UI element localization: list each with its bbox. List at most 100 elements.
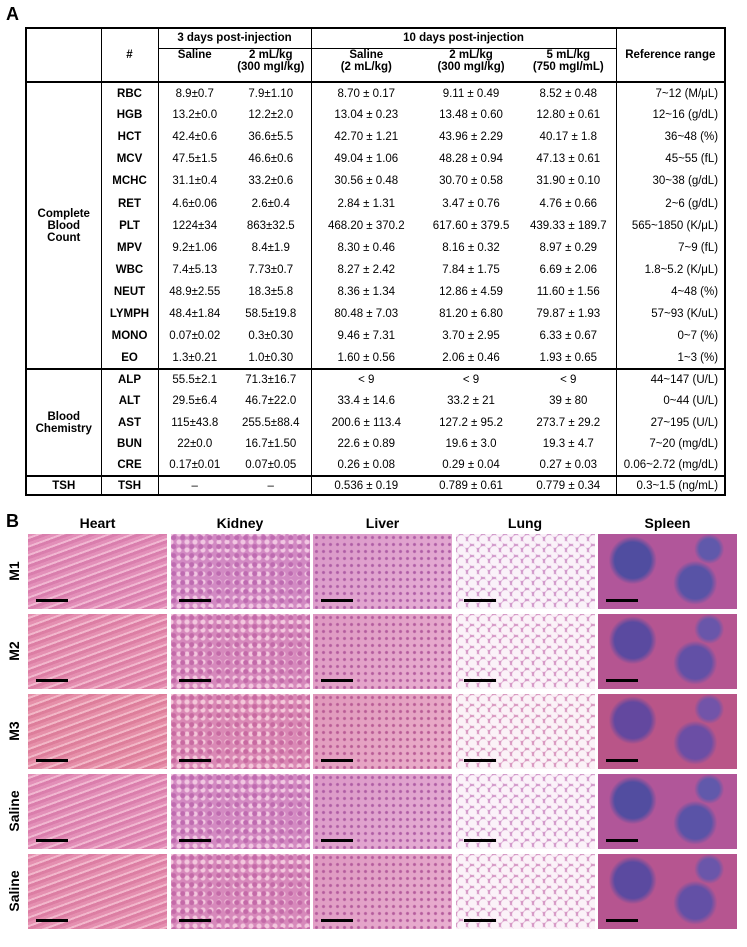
data-row: CRE 0.17±0.01 0.07±0.05 0.26 ± 0.08 0.29 ± 0… (26, 454, 726, 477)
text-line: Complete (37, 207, 90, 220)
cell: 8.70 ± 0.17 (310, 80, 422, 105)
cell: – (157, 475, 231, 496)
histology-image (598, 694, 737, 769)
cell: 18.3±5.8 (248, 285, 294, 298)
cell: 30.70 ± 0.58 (439, 175, 503, 188)
row-label: ALT (100, 390, 158, 412)
row-label: MCHC (100, 170, 158, 193)
scale-bar (606, 919, 638, 922)
histology-image (313, 774, 452, 849)
cell: 29.5±6.4 (157, 390, 231, 412)
histology-image (28, 774, 167, 849)
scale-bar (178, 759, 211, 762)
cell: 13.04 ± 0.23 (310, 104, 422, 127)
cell: 27~195 (U/L) (615, 412, 726, 434)
histology-image (28, 854, 167, 929)
cell: 863±32.5 (246, 219, 295, 232)
cell: 13.2±0.0 (157, 104, 231, 127)
cell: < 9 (310, 368, 422, 391)
cell: 8.97 ± 0.29 (539, 241, 598, 254)
scale-bar (463, 599, 496, 602)
scale-bar (321, 599, 353, 602)
histology-image (170, 534, 310, 609)
cell: 48.4±1.84 (157, 302, 231, 326)
scale-bar (321, 919, 353, 922)
histology-image (455, 854, 595, 929)
cell: 71.3±16.7 (231, 368, 312, 391)
histology-image (313, 534, 452, 609)
cell: 8.9±0.7 (157, 80, 231, 105)
data-row: LYMPH 48.4±1.84 58.5±19.8 80.48 ± 7.03 81.20… (26, 302, 726, 326)
scale-bar (606, 679, 638, 682)
scale-bar (321, 679, 353, 682)
row-label: LYMPH (100, 302, 158, 326)
histology-image (598, 614, 737, 689)
cell: 57~93 (K/uL) (615, 302, 726, 326)
column-header: Lung (507, 515, 543, 531)
scale-bar (463, 759, 496, 762)
histology-image (28, 534, 167, 609)
row-label: MCV (100, 148, 158, 171)
text-line: Chemistry (35, 422, 92, 435)
cell: 11.60 ± 1.56 (536, 285, 600, 298)
cell: 33.2±0.6 (248, 175, 294, 188)
column-header: Spleen (644, 515, 691, 531)
text-line: (2 mL/kg) (340, 60, 392, 73)
data-row: MONO 0.07±0.02 0.3±0.30 9.46 ± 7.31 3.70 ± 2… (26, 325, 726, 348)
scale-bar (463, 839, 496, 842)
cell: 47.13 ± 0.61 (536, 153, 601, 166)
histology-image (313, 854, 452, 929)
cell: 81.20 ± 6.80 (439, 307, 503, 320)
header-cell: Saline (157, 48, 231, 82)
row-label: ALP (100, 368, 158, 391)
cell: 0.27 ± 0.03 (539, 458, 598, 471)
cell: 0~7 (%) (615, 325, 726, 348)
cell: 468.20 ± 370.2 (310, 214, 422, 237)
histology-image (28, 694, 167, 769)
cell: 22±0.0 (157, 433, 231, 455)
data-row: NEUT 48.9±2.55 18.3±5.8 8.36 ± 1.34 12.86 ± … (26, 280, 726, 303)
histology-image (455, 694, 595, 769)
header-row: #3 days post-injection 10 days post-injec… (26, 28, 726, 82)
cell: 31.90 ± 0.10 (536, 175, 601, 188)
cell: 7.4±5.13 (157, 258, 231, 281)
cell: 44~147 (U/L) (615, 368, 726, 391)
row-label: Saline (6, 869, 22, 912)
data-row: AST 115±43.8 255.5±88.4 200.6 ± 113.4 127.2 … (26, 412, 726, 434)
cell: 40.17 ± 1.8 (539, 131, 598, 144)
group-name: Blood Chemistry (26, 368, 101, 477)
scale-bar (36, 759, 68, 762)
text-line: Saline (349, 48, 384, 61)
histology-image (598, 774, 737, 849)
cell: 0.536 ± 0.19 (310, 475, 422, 496)
histology-image (455, 534, 595, 609)
cell: 0.06~2.72 (mg/dL) (615, 454, 726, 477)
cell: 0~44 (U/L) (615, 390, 726, 412)
cell: 47.5±1.5 (157, 148, 231, 171)
row-label: NEUT (100, 280, 158, 303)
panel-label: A (6, 4, 19, 24)
cell: 79.87 ± 1.93 (536, 307, 601, 320)
cell: 0.789 ± 0.61 (421, 475, 522, 496)
cell: 2.84 ± 1.31 (310, 192, 422, 215)
data-row: HCT 42.4±0.6 36.6±5.5 42.70 ± 1.21 43.96 ± 2… (26, 126, 726, 149)
data-row: BUN 22±0.0 16.7±1.50 22.6 ± 0.89 19.6 ± 3.0 1… (26, 433, 726, 455)
header-row: Saline 2 mL/kg (300 mgI/kg) Saline (2 mL/kg)… (26, 48, 725, 82)
cell: 36~48 (%) (615, 126, 726, 149)
cell: 30.56 ± 0.48 (310, 170, 422, 193)
cell: 617.60 ± 379.5 (432, 219, 510, 232)
row-label: M1 (6, 560, 22, 581)
cell: 31.1±0.4 (157, 170, 231, 193)
cell: 127.2 ± 95.2 (439, 416, 503, 429)
scale-bar (36, 599, 68, 602)
cell: 2.06 ± 0.46 (442, 351, 500, 364)
cell: 1.93 ± 0.65 (539, 351, 598, 364)
cell: 33.2 ± 21 (447, 395, 495, 408)
cell: 33.4 ± 14.6 (310, 390, 422, 412)
header-cell: 5 mL/kg (750 mgI/mL) (521, 48, 616, 82)
cell: 39 ± 80 (549, 395, 588, 408)
header-cell (26, 28, 101, 82)
cell: 8.4±1.9 (251, 241, 290, 254)
histology-image (170, 614, 310, 689)
